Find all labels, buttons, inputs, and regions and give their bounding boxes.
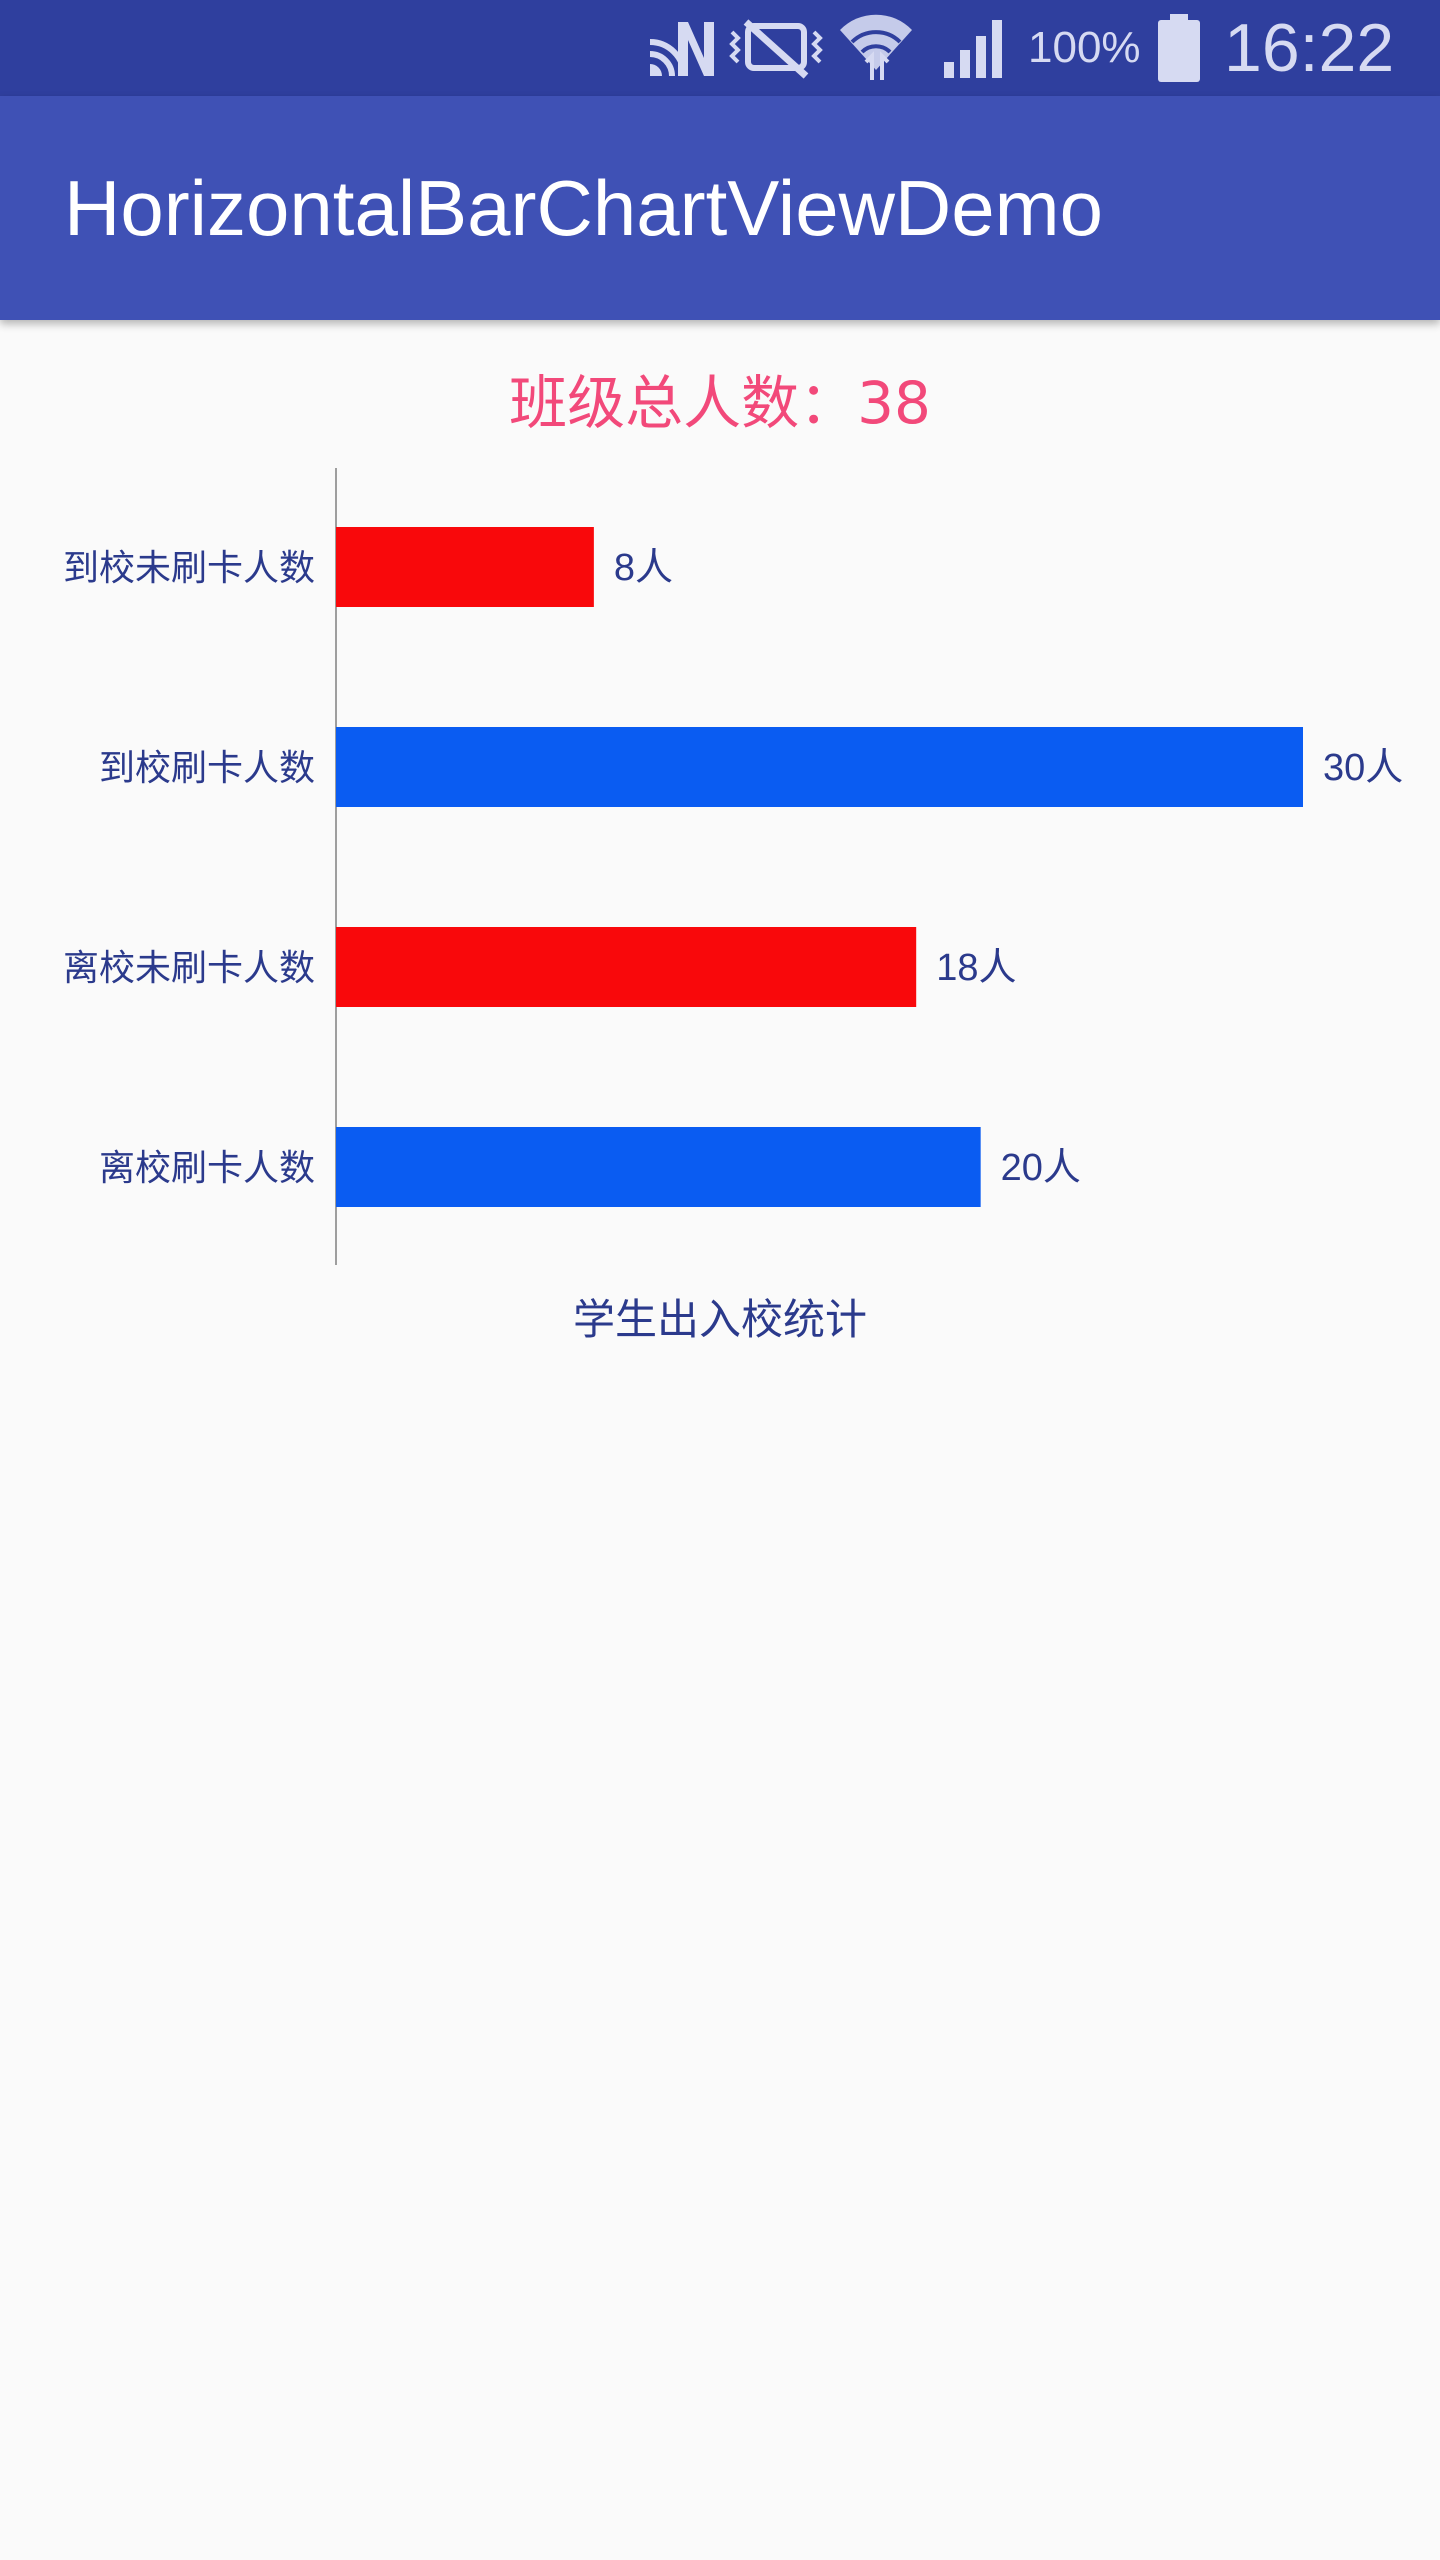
category-label: 到校未刷卡人数 — [63, 548, 315, 589]
category-label: 离校未刷卡人数 — [63, 948, 315, 989]
value-label: 30人 — [1323, 747, 1403, 789]
app-bar: HorizontalBarChartViewDemo — [0, 96, 1440, 320]
bar — [336, 727, 1303, 807]
chart-caption: 学生出入校统计 — [572, 1295, 867, 1344]
class-total-label: 班级总人数：38 — [509, 369, 931, 437]
bar — [336, 527, 594, 607]
battery-percent: 100% — [1028, 23, 1141, 72]
nfc-icon — [644, 14, 716, 82]
mute-icon — [728, 14, 824, 82]
wifi-icon — [838, 14, 914, 82]
status-time: 16:22 — [1224, 10, 1395, 86]
category-label: 离校刷卡人数 — [99, 1148, 315, 1189]
status-bar: 100% 16:22 — [0, 0, 1440, 96]
value-label: 8人 — [614, 547, 673, 589]
app-title: HorizontalBarChartViewDemo — [64, 164, 1103, 252]
battery-icon — [1158, 14, 1200, 82]
value-label: 18人 — [936, 947, 1016, 989]
bar — [336, 1127, 981, 1207]
signal-icon — [940, 14, 1010, 82]
category-label: 到校刷卡人数 — [99, 748, 315, 789]
value-label: 20人 — [1001, 1147, 1081, 1189]
bar — [336, 927, 917, 1007]
